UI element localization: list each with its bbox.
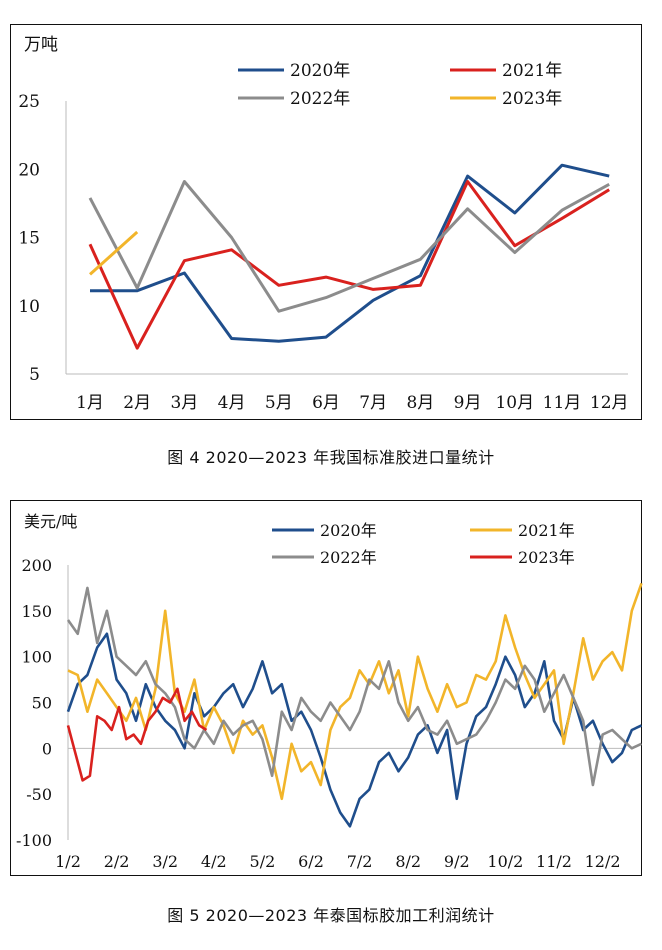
chart2-y-tick-label: 50 xyxy=(32,694,52,713)
chart2-y-tick-label: 200 xyxy=(21,556,52,575)
chart1-x-tick-label: 4月 xyxy=(218,393,246,413)
chart2-legend-label: 2022年 xyxy=(320,548,377,567)
chart2-series-line-2022年 xyxy=(66,586,643,787)
chart1-y-tick-label: 25 xyxy=(18,92,40,112)
chart2-x-tick-label: 8/2 xyxy=(395,852,421,871)
chart2-series-line-2023年 xyxy=(66,687,208,782)
chart2-caption: 图 5 2020—2023 年泰国标胶加工利润统计 xyxy=(167,906,495,925)
chart2-legend-label: 2021年 xyxy=(518,521,575,540)
chart1-legend-label: 2021年 xyxy=(502,61,562,81)
chart1-series-line-2021年 xyxy=(88,180,610,350)
chart1-caption: 图 4 2020—2023 年我国标准胶进口量统计 xyxy=(167,448,495,467)
chart2-y-tick-label: -100 xyxy=(16,831,52,850)
chart2-x-tick-label: 10/2 xyxy=(487,852,523,871)
chart2-x-tick-label: 1/2 xyxy=(55,852,81,871)
chart1-series-line-2020年 xyxy=(90,163,610,343)
chart2-x-tick-label: 3/2 xyxy=(152,852,178,871)
chart1-x-tick-label: 12月 xyxy=(590,393,629,413)
chart1-y-tick-label: 5 xyxy=(29,365,40,385)
chart2-x-tick-label: 5/2 xyxy=(250,852,276,871)
chart1-y-tick-label: 10 xyxy=(18,297,40,317)
chart1-x-tick-label: 9月 xyxy=(454,393,482,413)
chart2-series-line-2021年 xyxy=(67,582,643,801)
chart1-y-tick-label: 15 xyxy=(18,229,40,249)
chart2-y-tick-label: 100 xyxy=(21,648,52,667)
chart2-svg: -100 -50 0 50 100 150 200 1/2 2/2 3/2 4/2 5/2 6/2 7/2… xyxy=(16,521,643,871)
chart1-x-tick-label: 1月 xyxy=(76,393,104,413)
chart2-unit-label: 美元/吨 xyxy=(24,512,78,531)
chart1-legend-label: 2022年 xyxy=(290,89,350,109)
chart1-panel xyxy=(10,24,642,420)
chart2-y-tick-label: -50 xyxy=(26,785,52,804)
chart1-x-tick-label: 5月 xyxy=(265,393,293,413)
chart2-x-tick-label: 9/2 xyxy=(444,852,470,871)
chart1-unit-label: 万吨 xyxy=(24,35,58,55)
chart1-series-line-2023年 xyxy=(88,230,139,276)
chart2-y-tick-label: 0 xyxy=(42,739,52,758)
chart2-x-tick-label: 6/2 xyxy=(298,852,324,871)
chart1-x-tick-label: 2月 xyxy=(123,393,151,413)
chart2-x-tick-label: 7/2 xyxy=(347,852,373,871)
chart2-x-tick-label: 11/2 xyxy=(536,852,572,871)
chart1-x-tick-label: 10月 xyxy=(495,393,534,413)
chart1-legend-label: 2020年 xyxy=(290,61,350,81)
chart1-x-tick-label: 7月 xyxy=(359,393,387,413)
chart1-x-tick-label: 8月 xyxy=(406,393,434,413)
chart2-legend-label: 2023年 xyxy=(518,548,575,567)
chart1-svg: 5 10 15 20 25 1月 2月 3月 4月 5月 6月 7月 8月 9月 10月 11月 12月 2020… xyxy=(18,61,629,413)
chart1-series-line-2022年 xyxy=(88,180,610,313)
chart2-x-tick-label: 12/2 xyxy=(585,852,621,871)
chart1-x-tick-label: 11月 xyxy=(543,393,582,413)
chart1-legend-label: 2023年 xyxy=(502,89,562,109)
chart1-x-tick-label: 3月 xyxy=(170,393,198,413)
chart2-legend-label: 2020年 xyxy=(320,521,377,540)
chart2-y-tick-label: 150 xyxy=(21,602,52,621)
chart2-x-tick-label: 2/2 xyxy=(104,852,130,871)
chart2-x-tick-label: 4/2 xyxy=(201,852,227,871)
chart1-x-tick-label: 6月 xyxy=(312,393,340,413)
chart1-y-tick-label: 20 xyxy=(18,160,40,180)
chart2-series-line-2020年 xyxy=(66,632,643,828)
